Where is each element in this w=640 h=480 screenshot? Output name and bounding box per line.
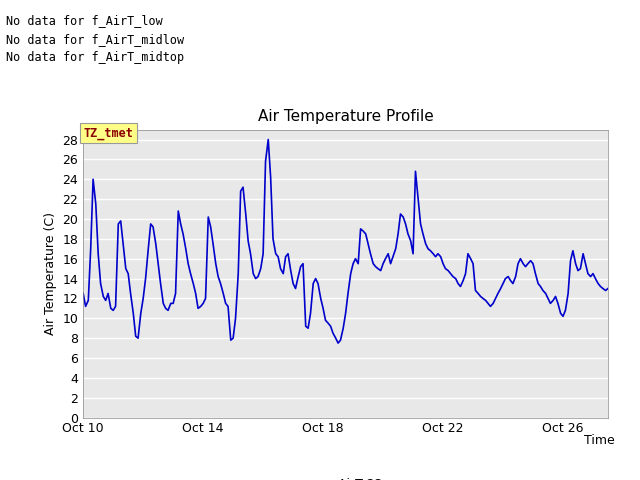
AirT 22m — [79, 290, 87, 296]
Title: Air Temperature Profile: Air Temperature Profile — [258, 109, 433, 124]
Line: AirT 22m: AirT 22m — [83, 140, 608, 343]
AirT 22m — [94, 251, 102, 257]
AirT 22m — [284, 251, 292, 257]
AirT 22m — [312, 276, 319, 281]
AirT 22m — [264, 137, 272, 143]
Text: TZ_tmet: TZ_tmet — [84, 127, 134, 140]
Legend: AirT 22m: AirT 22m — [292, 473, 399, 480]
Text: Time: Time — [584, 434, 614, 447]
AirT 22m — [234, 271, 242, 276]
AirT 22m — [447, 271, 454, 276]
Text: No data for f_AirT_low: No data for f_AirT_low — [6, 14, 163, 27]
AirT 22m — [604, 286, 612, 291]
Text: No data for f_AirT_midtop: No data for f_AirT_midtop — [6, 51, 184, 64]
Text: No data for f_AirT_midlow: No data for f_AirT_midlow — [6, 33, 184, 46]
AirT 22m — [559, 313, 567, 319]
Y-axis label: Air Temperature (C): Air Temperature (C) — [44, 212, 57, 335]
AirT 22m — [334, 340, 342, 346]
